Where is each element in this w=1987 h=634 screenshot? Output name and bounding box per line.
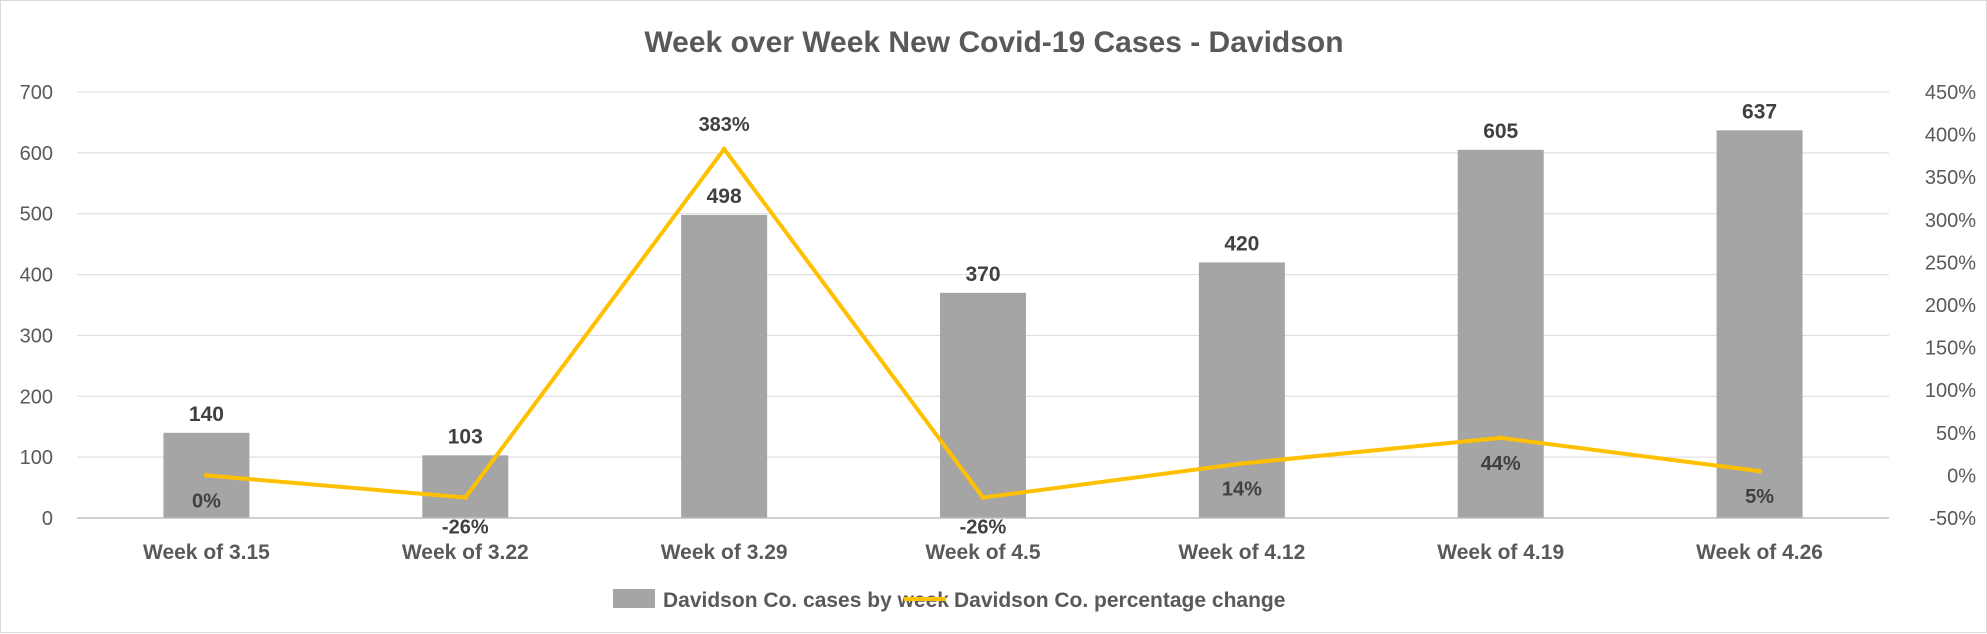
data-labels: 140 103 498 370 420 605 637 0% -26% 383% -26% 14% 44… [189,100,1777,538]
y-left-tick-label: 600 [20,143,53,165]
line-data-label: 383% [699,114,750,136]
y-right-tick-label: 200% [1925,295,1976,317]
line-series [203,146,1763,501]
legend-swatch-bars [613,589,655,608]
x-tick-label: Week of 4.19 [1437,541,1564,564]
bar-data-label: 140 [189,403,224,426]
chart-title: Week over Week New Covid-19 Cases - Davi… [644,26,1343,59]
bar-data-label: 605 [1483,120,1518,143]
legend-label-bars: Davidson Co. cases by week [663,589,949,612]
line-data-label: -26% [960,517,1007,539]
y-left-tick-label: 400 [20,265,53,287]
line-data-label: 44% [1481,453,1521,475]
y-left-tick-label: 700 [20,82,53,104]
bar-data-label: 420 [1224,232,1259,255]
y-right-tick-label: 100% [1925,380,1976,402]
legend-label-line: Davidson Co. percentage change [954,589,1285,612]
line-data-label: 5% [1745,486,1774,508]
y-right-tick-label: 250% [1925,252,1976,274]
x-tick-label: Week of 3.22 [402,541,529,564]
x-tick-label: Week of 4.26 [1696,541,1823,564]
x-tick-label: Week of 3.15 [143,541,270,564]
legend: Davidson Co. cases by week Davidson Co. p… [613,589,1285,612]
line-data-label: -26% [442,517,489,539]
y-left-tick-label: 200 [20,386,53,408]
line-point [980,495,986,501]
bar [681,214,768,518]
line-data-label: 0% [192,490,221,512]
y-right-tick-label: 400% [1925,125,1976,147]
bar [422,455,509,518]
x-tick-label: Week of 4.12 [1178,541,1305,564]
bar [1716,130,1803,518]
y-left-tick-label: 300 [20,325,53,347]
y-right-tick-label: 350% [1925,167,1976,189]
line-data-label: 14% [1222,478,1262,500]
bar-data-label: 498 [707,185,742,208]
y-right-tick-label: -50% [1929,508,1976,530]
line-point [203,472,209,478]
line-point [721,146,727,152]
bar-data-label: 103 [448,425,483,448]
line-point [462,495,468,501]
axes: 0 100 200 300 400 500 600 700 -50% 0% 50% 100% 150% 2… [20,82,1977,564]
y-right-tick-label: 0% [1947,465,1976,487]
bar [940,292,1026,518]
y-right-tick-label: 150% [1925,338,1976,360]
y-left-tick-label: 500 [20,204,53,226]
x-tick-label: Week of 4.5 [925,541,1040,564]
y-right-tick-label: 450% [1925,82,1976,104]
y-left-tick-label: 0 [42,508,53,530]
y-right-tick-label: 300% [1925,210,1976,232]
bar [1457,149,1544,519]
bar-data-label: 637 [1742,100,1777,123]
x-tick-label: Week of 3.29 [661,541,788,564]
line-point [1239,460,1245,466]
bars [163,130,1803,519]
line-point [1498,435,1504,441]
y-left-tick-label: 100 [20,447,53,469]
y-right-tick-label: 50% [1936,423,1976,445]
bar-data-label: 370 [965,263,1000,286]
line-point [1757,468,1763,474]
bar [1198,262,1285,518]
